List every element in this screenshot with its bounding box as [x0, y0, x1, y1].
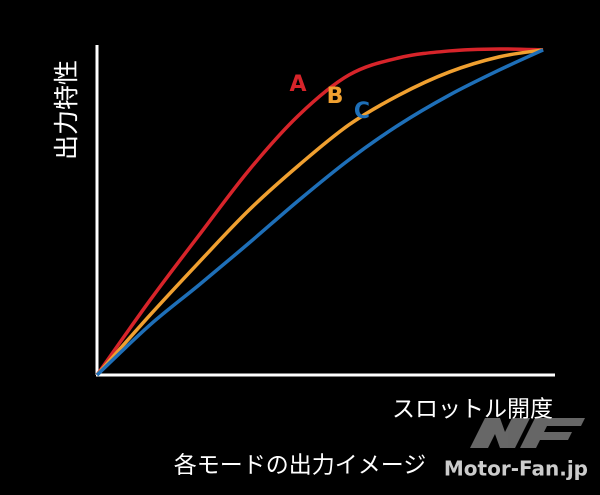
caption: 各モードの出力イメージ	[174, 453, 427, 479]
curve	[95, 48, 544, 377]
curve-label: C	[354, 99, 370, 124]
logo	[470, 418, 585, 448]
logo-mark	[520, 418, 585, 448]
curve	[95, 47, 544, 377]
curve-label: A	[289, 72, 306, 97]
y-axis-label: 出力特性	[52, 60, 81, 160]
curve-label: B	[327, 84, 344, 109]
curve	[95, 48, 544, 377]
logo-mark	[470, 418, 530, 448]
watermark: Motor-Fan.jp	[444, 457, 588, 481]
